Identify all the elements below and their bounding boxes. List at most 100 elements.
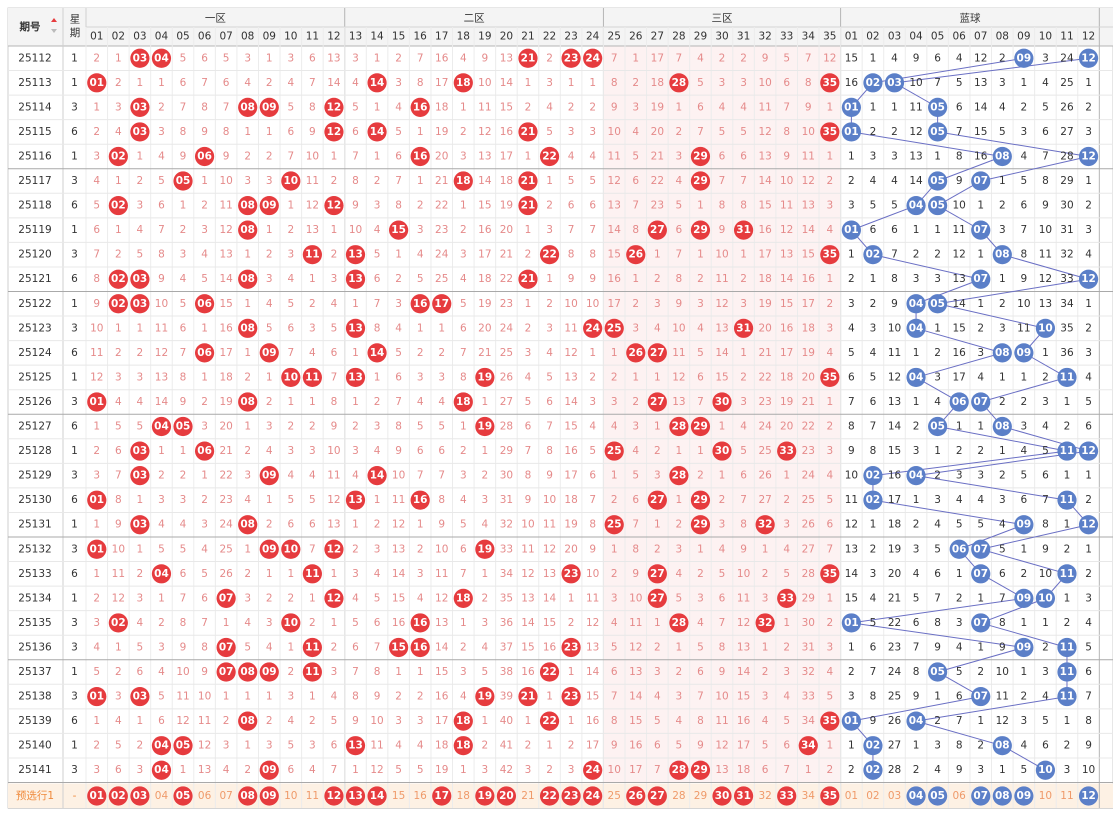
hit-ball [173, 736, 193, 756]
omission-value: 7 [546, 421, 553, 433]
preview-number: 16 [413, 790, 427, 802]
omission-value: 1 [934, 224, 941, 236]
omission-value: 8 [546, 445, 553, 457]
omission-value: 5 [417, 764, 424, 776]
hit-number: 03 [887, 77, 902, 89]
omission-value: 1 [977, 421, 984, 433]
omission-value: 26 [802, 519, 816, 531]
hit-number: 19 [478, 691, 493, 703]
issue: 25114 [18, 101, 52, 113]
omission-value: 1 [352, 347, 359, 359]
omission-value: 2 [482, 592, 489, 604]
omission-value: 3 [395, 715, 402, 727]
omission-value: 9 [223, 150, 230, 162]
omission-value: 4 [115, 126, 122, 138]
omission-value: 12 [952, 249, 965, 261]
column-number: 09 [263, 31, 276, 43]
omission-value: 4 [180, 273, 187, 285]
hit-ball [971, 171, 991, 191]
hit-number: 04 [909, 322, 924, 334]
omission-value: 13 [327, 52, 340, 64]
hit-ball [863, 490, 883, 510]
omission-value: 17 [802, 298, 815, 310]
omission-value: 11 [306, 175, 319, 187]
omission-value: 1 [460, 764, 467, 776]
column-number: 12 [327, 31, 340, 43]
omission-value: 4 [244, 77, 251, 89]
hit-ball [669, 760, 689, 780]
omission-value: 23 [435, 224, 448, 236]
column-number: 11 [306, 31, 319, 43]
omission-value: 7 [180, 592, 187, 604]
omission-value: 3 [654, 666, 661, 678]
omission-value: 11 [327, 470, 340, 482]
omission-value: 2 [1085, 568, 1092, 580]
issue: 25129 [18, 470, 51, 482]
trend-link [937, 131, 1089, 157]
omission-value: 21 [758, 347, 771, 359]
omission-value: 2 [266, 77, 273, 89]
omission-value: 24 [802, 470, 816, 482]
omission-value: 10 [909, 77, 922, 89]
omission-value: 1 [826, 396, 833, 408]
hit-number: 02 [111, 298, 126, 310]
omission-value: 2 [266, 592, 273, 604]
sort-icon[interactable] [51, 18, 57, 22]
omission-value: 23 [219, 494, 232, 506]
hit-number: 21 [521, 52, 536, 64]
omission-value: 1 [934, 445, 941, 457]
omission-value: 1 [244, 543, 251, 555]
hit-number: 25 [607, 322, 622, 334]
omission-value: 2 [999, 200, 1006, 212]
hit-ball [345, 367, 366, 388]
hit-ball [539, 146, 560, 167]
omission-value: 19 [802, 347, 815, 359]
omission-value: 13 [392, 543, 405, 555]
hit-number: 03 [133, 101, 148, 113]
omission-value: 9 [1021, 273, 1028, 285]
omission-value: 2 [374, 396, 381, 408]
omission-value: 11 [715, 273, 728, 285]
omission-value: 5 [697, 347, 704, 359]
omission-value: 9 [783, 150, 790, 162]
omission-value: 22 [651, 175, 664, 187]
omission-value: 8 [740, 200, 747, 212]
omission-value: 6 [1042, 126, 1049, 138]
omission-value: 1 [331, 224, 338, 236]
hit-number: 06 [197, 347, 212, 359]
issue: 25113 [18, 77, 51, 89]
issue-header: 期号 [20, 20, 41, 33]
hit-ball [238, 220, 258, 240]
omission-value: 9 [934, 641, 941, 653]
omission-value: 3 [137, 592, 144, 604]
omission-value: 1 [654, 519, 661, 531]
sort-icon[interactable] [51, 29, 57, 33]
omission-value: 2 [848, 764, 855, 776]
omission-value: 5 [417, 273, 424, 285]
omission-value: 35 [500, 592, 513, 604]
omission-value: 2 [589, 101, 596, 113]
omission-value: 19 [219, 396, 232, 408]
omission-value: 15 [715, 371, 728, 383]
omission-value: 3 [158, 126, 165, 138]
omission-value: 6 [395, 150, 402, 162]
omission-value: 10 [737, 568, 750, 580]
hit-ball [130, 441, 150, 461]
hit-ball [518, 195, 538, 216]
omission-value: 11 [737, 592, 750, 604]
preview-number: 34 [802, 790, 816, 802]
omission-value: 3 [848, 200, 855, 212]
omission-value: 6 [438, 445, 445, 457]
omission-value: 8 [395, 421, 402, 433]
omission-value: 12 [996, 715, 1009, 727]
hit-ball [820, 73, 840, 93]
omission-value: 8 [719, 200, 726, 212]
omission-value: 11 [629, 617, 642, 629]
hit-number: 22 [542, 715, 557, 727]
omission-value: 3 [934, 740, 941, 752]
omission-value: 30 [1060, 200, 1073, 212]
hit-ball [669, 613, 689, 633]
omission-value: 3 [977, 470, 984, 482]
omission-value: 5 [266, 322, 273, 334]
omission-value: 6 [1021, 494, 1028, 506]
